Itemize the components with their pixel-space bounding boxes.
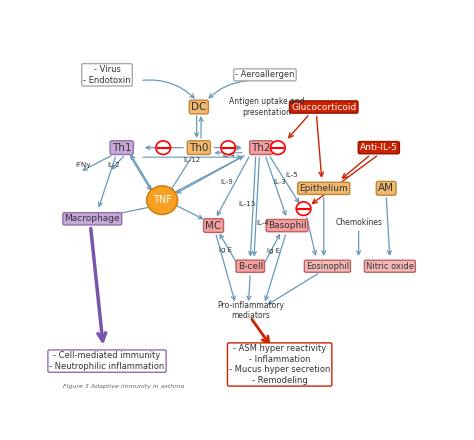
Circle shape [271, 141, 285, 154]
Text: - ASM hyper reactivity
- Inflammation
- Mucus hyper secretion
- Remodeling: - ASM hyper reactivity - Inflammation - … [229, 345, 330, 385]
Text: Glucocorticoid: Glucocorticoid [291, 103, 356, 111]
Text: - Cell-mediated immunity
- Neutrophilic inflammation: - Cell-mediated immunity - Neutrophilic … [49, 352, 164, 371]
Text: Eosinophil: Eosinophil [306, 262, 349, 271]
Text: - Aeroallergen: - Aeroallergen [235, 70, 295, 79]
Text: IL-9: IL-9 [220, 179, 233, 185]
Text: Basophil: Basophil [268, 221, 306, 230]
Text: MC: MC [205, 220, 222, 231]
Text: Chemokines: Chemokines [335, 218, 382, 227]
Circle shape [156, 141, 171, 154]
Text: IFNγ: IFNγ [75, 162, 91, 168]
Text: Epithelium: Epithelium [300, 184, 348, 193]
Circle shape [296, 202, 311, 216]
Text: IL-2: IL-2 [107, 162, 120, 168]
Text: DC: DC [191, 102, 207, 112]
Text: Nitric oxide: Nitric oxide [366, 262, 414, 271]
Circle shape [221, 141, 236, 154]
Text: Th2: Th2 [252, 143, 271, 153]
Text: B-cell: B-cell [237, 262, 263, 271]
Text: IL-12: IL-12 [183, 157, 200, 163]
Text: Th1: Th1 [112, 143, 131, 153]
Text: IL-5: IL-5 [285, 172, 298, 179]
Circle shape [146, 186, 178, 214]
Text: Pro-inflammatory
mediators: Pro-inflammatory mediators [217, 301, 284, 320]
Text: Ig E: Ig E [266, 248, 280, 254]
Text: Ig E: Ig E [219, 247, 232, 253]
Text: IL-4: IL-4 [256, 220, 269, 226]
Text: TNF: TNF [153, 195, 172, 205]
Text: Th0: Th0 [189, 143, 209, 153]
Text: AM: AM [378, 183, 394, 193]
Text: IL-13: IL-13 [238, 201, 255, 206]
Text: Anti-IL-5: Anti-IL-5 [360, 143, 398, 152]
Text: Figure 3 Adaptive immunity in asthma: Figure 3 Adaptive immunity in asthma [63, 384, 184, 389]
Text: - Virus
- Endotoxin: - Virus - Endotoxin [83, 65, 131, 84]
Text: Antigen uptake and
presentation: Antigen uptake and presentation [229, 97, 305, 117]
Text: IL-3: IL-3 [273, 179, 286, 185]
Text: IL-4: IL-4 [222, 152, 235, 158]
Text: Macrophage: Macrophage [64, 214, 120, 224]
